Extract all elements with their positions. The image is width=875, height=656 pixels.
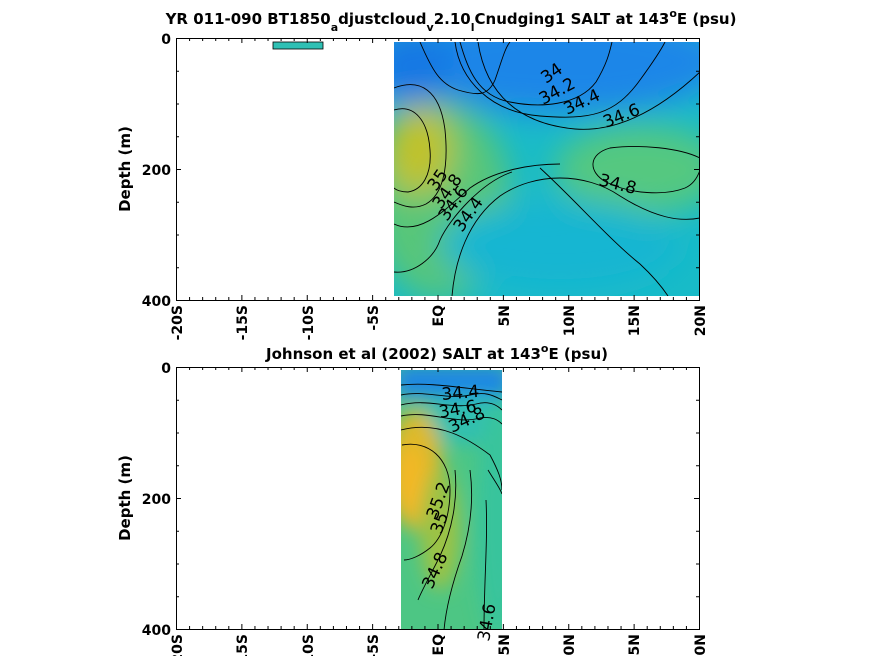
top-x-tick-label: -5S — [366, 305, 382, 331]
top-x-tick-label: -20S — [170, 305, 186, 340]
bottom-x-tick-label: -5S — [366, 634, 382, 656]
svg-text:0: 0 — [161, 361, 171, 377]
bottom-x-tick-label: EQ — [431, 634, 447, 656]
bottom-x-tick-label: -15S — [235, 634, 251, 656]
top-panel: YR 011-090 BT1850adjustcloudv2.10lCnudgi… — [116, 7, 736, 340]
top-y-tick-labels: 0 200 400 — [142, 32, 171, 310]
top-x-tick-labels: -20S -15S -10S -5S EQ 5N 10N 15N 20N — [170, 305, 709, 340]
svg-text:400: 400 — [142, 623, 171, 639]
svg-text:200: 200 — [142, 163, 171, 179]
top-x-tick-label: 5N — [497, 305, 513, 326]
bottom-y-tick-labels: 0 200 400 — [142, 361, 171, 639]
top-x-tick-label: 10N — [562, 305, 578, 336]
top-title: YR 011-090 BT1850adjustcloudv2.10lCnudgi… — [165, 7, 737, 34]
bottom-x-tick-label: 20N — [693, 634, 709, 656]
bottom-title: Johnson et al (2002) SALT at 143oE (psu) — [265, 342, 608, 363]
svg-text:34.4: 34.4 — [441, 382, 480, 405]
bottom-salinity-field — [401, 370, 502, 630]
svg-text:200: 200 — [142, 492, 171, 508]
top-contours — [394, 42, 700, 296]
bottom-x-tick-label: 15N — [627, 634, 643, 656]
top-y-axis-label: Depth (m) — [116, 126, 134, 212]
top-x-tick-label: 15N — [627, 305, 643, 336]
top-x-tick-label: 20N — [693, 305, 709, 336]
top-x-tick-label: -15S — [235, 305, 251, 340]
top-salinity-field — [394, 42, 700, 296]
bottom-x-tick-label: -20S — [170, 634, 186, 656]
top-surface-strip — [272, 41, 324, 50]
bottom-ticks — [176, 367, 700, 630]
bottom-y-axis-label: Depth (m) — [116, 455, 134, 541]
bottom-x-tick-label: 5N — [497, 634, 513, 655]
bottom-x-tick-labels: -20S -15S -10S -5S EQ 5N 10N 15N 20N — [170, 634, 709, 656]
bottom-x-tick-label: 10N — [562, 634, 578, 656]
top-x-tick-label: EQ — [431, 305, 447, 327]
svg-text:400: 400 — [142, 294, 171, 310]
top-ticks — [176, 38, 700, 301]
bottom-contours — [401, 383, 502, 630]
svg-text:0: 0 — [161, 32, 171, 48]
top-x-tick-label: -10S — [301, 305, 317, 340]
bottom-x-tick-label: -10S — [301, 634, 317, 656]
bottom-panel: Johnson et al (2002) SALT at 143oE (psu) — [116, 342, 709, 656]
